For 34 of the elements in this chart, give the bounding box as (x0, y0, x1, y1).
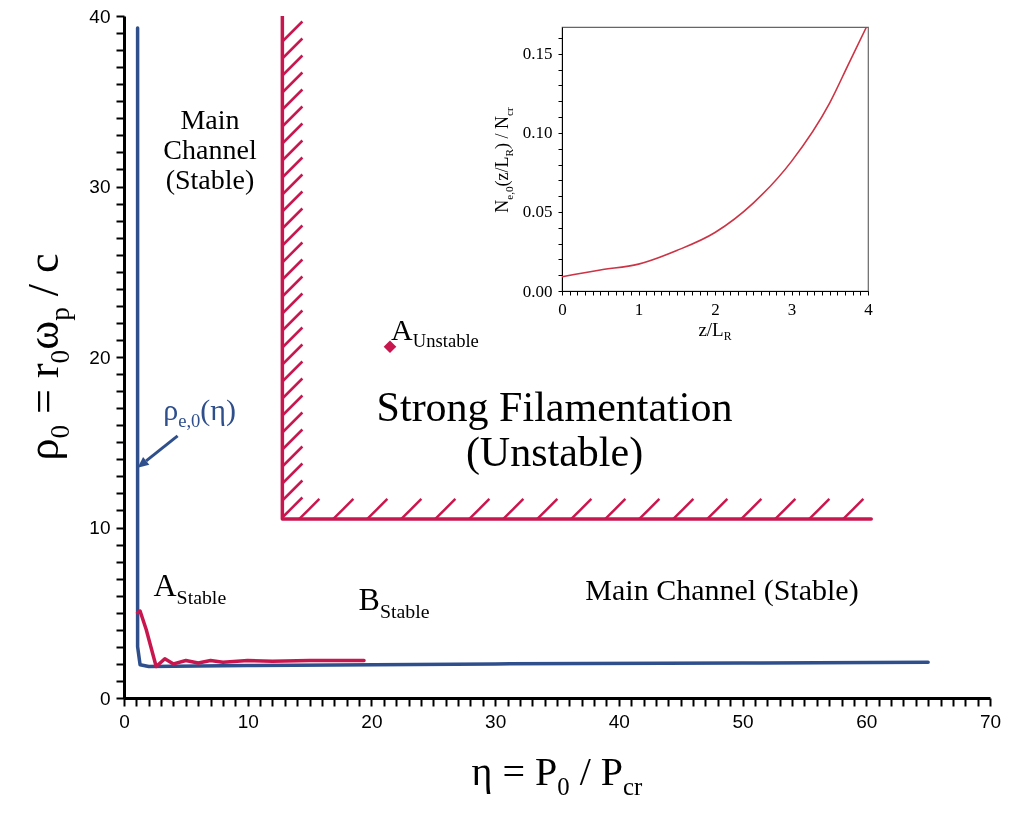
y-tick-label: 0.00 (522, 281, 553, 301)
x-tick-label: 2 (711, 299, 720, 319)
x-tick-label: 70 (979, 710, 1002, 732)
x-tick-label: 1 (634, 299, 644, 319)
y-tick-label: 40 (89, 5, 111, 27)
x-tick-label: 60 (856, 710, 878, 732)
x-tick-label: 0 (119, 710, 130, 732)
y-tick-label: 0 (99, 687, 111, 709)
line-series (135, 26, 930, 669)
x-tick-label: 0 (558, 299, 567, 319)
y-tick-label: 0.15 (522, 44, 553, 64)
x-tick-label: 30 (485, 710, 507, 732)
annotation: A$_{Stable}$ (153, 566, 227, 608)
line-series (562, 27, 868, 278)
y-tick-label: 30 (89, 176, 111, 197)
annotation: A$_{Unstable}$ (391, 312, 479, 352)
annotation: Main Channel (Stable) (585, 572, 859, 607)
annotation: Strong Filamentation (Unstable) (375, 383, 734, 476)
line-series (135, 609, 366, 669)
x-tick-label: 50 (732, 710, 754, 732)
x-tick-label: 3 (787, 299, 797, 319)
y-tick-label: 10 (89, 517, 111, 538)
x-axis-title: z/L$_{R}$ (698, 318, 732, 344)
annotation: ρ$_{e,0}$(η) (163, 392, 237, 432)
x-tick-label: 40 (608, 710, 630, 732)
x-tick-label: 20 (361, 710, 383, 732)
x-axis-title: η = P$_{0}$ / P$_{cr}$ (471, 749, 643, 801)
annotation: B$_{Stable}$ (358, 581, 430, 623)
x-tick-label: 10 (237, 710, 259, 732)
y-tick-label: 0.10 (522, 123, 553, 143)
y-tick-label: 20 (89, 346, 111, 368)
x-tick-label: 4 (864, 299, 874, 319)
y-tick-label: 0.05 (522, 202, 553, 222)
annotation: Main Channel (Stable) (162, 103, 258, 196)
